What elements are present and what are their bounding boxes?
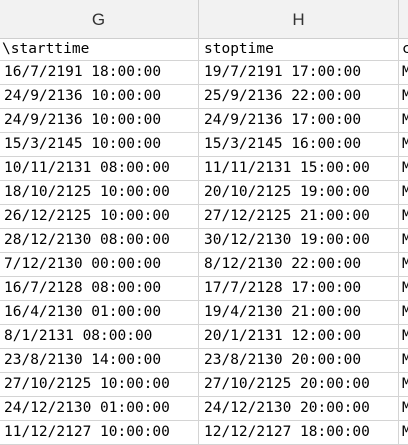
cell-h-header[interactable]: stoptime (199, 38, 399, 60)
table-row: 16/4/2130 01:00:00 19/4/2130 21:00:00 M (0, 301, 408, 325)
cell-stoptime[interactable]: 17/7/2128 17:00:00 (199, 277, 399, 300)
cell-stoptime[interactable]: 12/12/2127 18:00:00 (199, 421, 399, 444)
cell-stoptime[interactable]: 20/10/2125 19:00:00 (199, 181, 399, 204)
table-row: 16/7/2191 18:00:00 19/7/2191 17:00:00 M (0, 61, 408, 85)
table-row-header: \starttime stoptime c (0, 38, 408, 61)
cell-col-i[interactable]: M (402, 136, 408, 152)
cell-starttime[interactable]: 11/12/2127 10:00:00 (0, 421, 199, 444)
cell-starttime[interactable]: 18/10/2125 10:00:00 (0, 181, 199, 204)
table-row: 27/10/2125 10:00:00 27/10/2125 20:00:00 M (0, 373, 408, 397)
table-row: 7/12/2130 00:00:00 8/12/2130 22:00:00 M (0, 253, 408, 277)
cell-stoptime[interactable]: 24/12/2130 20:00:00 (199, 397, 399, 420)
cell-col-i[interactable]: M (402, 304, 408, 320)
cell-col-i[interactable]: M (402, 424, 408, 440)
cell-col-i[interactable]: M (402, 376, 408, 392)
cell-stoptime[interactable]: 19/4/2130 21:00:00 (199, 301, 399, 324)
cell-col-i[interactable]: M (402, 160, 408, 176)
cell-stoptime[interactable]: 20/1/2131 12:00:00 (199, 325, 399, 348)
cell-g-header[interactable]: \starttime (0, 38, 199, 60)
cell-stoptime[interactable]: 30/12/2130 19:00:00 (199, 229, 399, 252)
cell-stoptime[interactable]: 11/11/2131 15:00:00 (199, 157, 399, 180)
cell-col-i[interactable]: M (402, 112, 408, 128)
table-row: 8/1/2131 08:00:00 20/1/2131 12:00:00 M (0, 325, 408, 349)
cell-stoptime[interactable]: 8/12/2130 22:00:00 (199, 253, 399, 276)
table-row: 10/11/2131 08:00:00 11/11/2131 15:00:00 M (0, 157, 408, 181)
table-row: 24/9/2136 10:00:00 25/9/2136 22:00:00 M (0, 85, 408, 109)
cell-col-i[interactable]: M (402, 400, 408, 416)
table-row: 24/12/2130 01:00:00 24/12/2130 20:00:00 M (0, 397, 408, 421)
cell-starttime[interactable]: 26/12/2125 10:00:00 (0, 205, 199, 228)
cell-col-i[interactable]: M (402, 184, 408, 200)
cell-starttime[interactable]: 16/4/2130 01:00:00 (0, 301, 199, 324)
cell-starttime[interactable]: 27/10/2125 10:00:00 (0, 373, 199, 396)
column-header-bar: G H (0, 0, 408, 39)
cell-starttime[interactable]: 28/12/2130 08:00:00 (0, 229, 199, 252)
cell-starttime[interactable]: 16/7/2128 08:00:00 (0, 277, 199, 300)
column-header-g[interactable]: G (0, 0, 199, 38)
cell-starttime[interactable]: 24/9/2136 10:00:00 (0, 109, 199, 132)
cell-starttime[interactable]: 24/12/2130 01:00:00 (0, 397, 199, 420)
table-row: 15/3/2145 10:00:00 15/3/2145 16:00:00 M (0, 133, 408, 157)
cell-col-i[interactable]: M (402, 232, 408, 248)
cell-stoptime[interactable]: 23/8/2130 20:00:00 (199, 349, 399, 372)
cell-starttime[interactable]: 24/9/2136 10:00:00 (0, 85, 199, 108)
cell-stoptime[interactable]: 15/3/2145 16:00:00 (199, 133, 399, 156)
table-row: 23/8/2130 14:00:00 23/8/2130 20:00:00 M (0, 349, 408, 373)
table-row: 16/7/2128 08:00:00 17/7/2128 17:00:00 M (0, 277, 408, 301)
column-header-i[interactable] (399, 0, 408, 38)
cell-starttime[interactable]: 23/8/2130 14:00:00 (0, 349, 199, 372)
cell-stoptime[interactable]: 27/10/2125 20:00:00 (199, 373, 399, 396)
cell-col-i[interactable]: M (402, 64, 408, 80)
cell-col-i[interactable]: M (402, 208, 408, 224)
cell-col-i[interactable]: M (402, 352, 408, 368)
cell-stoptime[interactable]: 25/9/2136 22:00:00 (199, 85, 399, 108)
cell-stoptime[interactable]: 19/7/2191 17:00:00 (199, 61, 399, 84)
table-row: 24/9/2136 10:00:00 24/9/2136 17:00:00 M (0, 109, 408, 133)
cell-starttime[interactable]: 16/7/2191 18:00:00 (0, 61, 199, 84)
table-row: 11/12/2127 10:00:00 12/12/2127 18:00:00 M (0, 421, 408, 445)
cell-col-i[interactable]: M (402, 280, 408, 296)
cell-stoptime[interactable]: 24/9/2136 17:00:00 (199, 109, 399, 132)
cell-starttime[interactable]: 15/3/2145 10:00:00 (0, 133, 199, 156)
cell-g-header-text: starttime (10, 41, 90, 57)
cell-prefix: \ (2, 41, 11, 57)
column-header-h[interactable]: H (199, 0, 399, 38)
cell-stoptime[interactable]: 27/12/2125 21:00:00 (199, 205, 399, 228)
cell-starttime[interactable]: 8/1/2131 08:00:00 (0, 325, 199, 348)
cell-col-i[interactable]: M (402, 256, 408, 272)
table-row: 28/12/2130 08:00:00 30/12/2130 19:00:00 M (0, 229, 408, 253)
cell-starttime[interactable]: 7/12/2130 00:00:00 (0, 253, 199, 276)
cell-col-i[interactable]: M (402, 88, 408, 104)
table-row: 18/10/2125 10:00:00 20/10/2125 19:00:00 M (0, 181, 408, 205)
cell-col-i[interactable]: M (402, 328, 408, 344)
table-row: 26/12/2125 10:00:00 27/12/2125 21:00:00 M (0, 205, 408, 229)
cell-starttime[interactable]: 10/11/2131 08:00:00 (0, 157, 199, 180)
cell-i-header[interactable]: c (402, 41, 408, 57)
